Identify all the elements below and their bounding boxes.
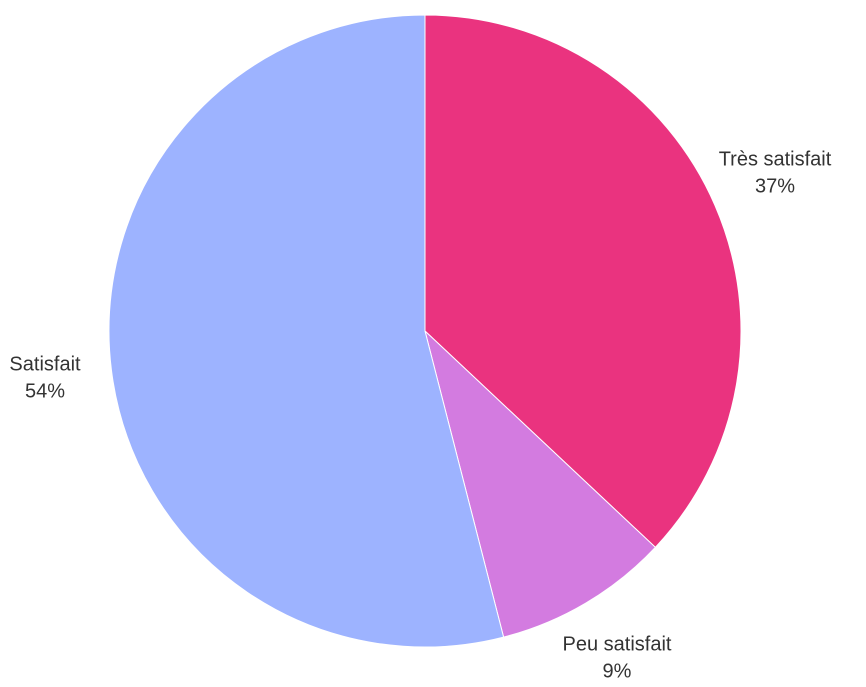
slice-label: Peu satisfait: [563, 633, 672, 655]
pie-slice: [424, 14, 742, 549]
pie-slice: [108, 14, 505, 648]
slice-value-label: 54%: [25, 380, 65, 402]
pie-slice: [424, 329, 657, 638]
slice-value-label: 9%: [603, 660, 632, 682]
slice-label: Satisfait: [9, 353, 81, 375]
slice-value-label: 37%: [755, 175, 795, 197]
slice-label: Très satisfait: [719, 148, 832, 170]
